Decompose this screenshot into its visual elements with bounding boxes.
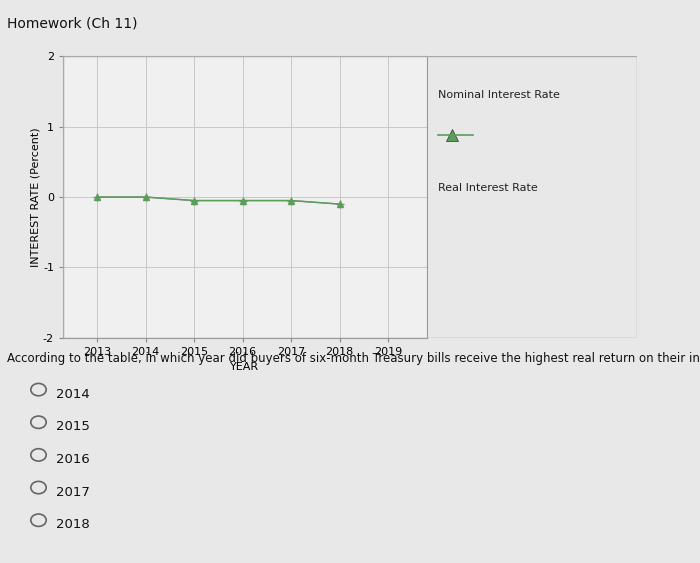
Text: Nominal Interest Rate: Nominal Interest Rate: [438, 90, 559, 100]
Text: 2017: 2017: [56, 485, 90, 499]
Text: Homework (Ch 11): Homework (Ch 11): [7, 17, 137, 31]
Text: 2014: 2014: [56, 387, 90, 401]
Text: 2016: 2016: [56, 453, 90, 466]
Text: According to the table, in which year did buyers of six-month Treasury bills rec: According to the table, in which year di…: [7, 352, 700, 365]
X-axis label: YEAR: YEAR: [230, 363, 260, 372]
Text: 2018: 2018: [56, 518, 90, 531]
Y-axis label: INTEREST RATE (Percent): INTEREST RATE (Percent): [30, 127, 40, 267]
Text: Real Interest Rate: Real Interest Rate: [438, 183, 538, 193]
Text: 2015: 2015: [56, 420, 90, 434]
